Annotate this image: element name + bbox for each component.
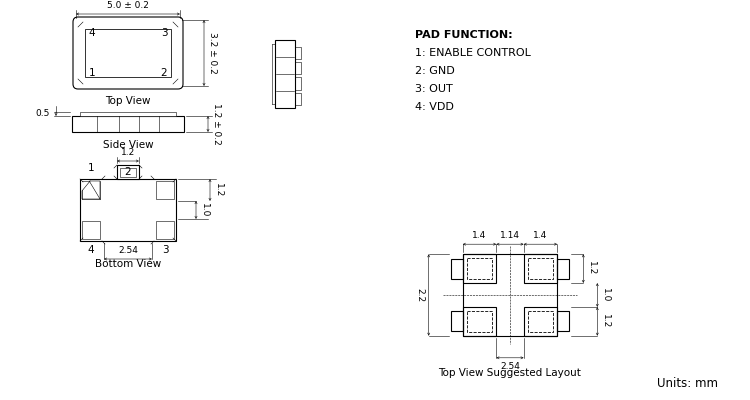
Text: Bottom View: Bottom View	[94, 259, 161, 269]
Bar	[80, 179, 176, 241]
Text: 4: 4	[88, 28, 95, 38]
Bar	[117, 165, 139, 179]
Bar	[463, 254, 557, 336]
Bar	[85, 29, 171, 77]
Text: PAD FUNCTION:: PAD FUNCTION:	[415, 30, 513, 40]
Text: 2.54: 2.54	[118, 246, 138, 255]
Text: 1.4: 1.4	[472, 231, 487, 240]
Text: Top View: Top View	[105, 96, 151, 106]
Text: 2: GND: 2: GND	[415, 66, 454, 76]
Text: 1.0: 1.0	[200, 203, 209, 217]
Text: 4: VDD: 4: VDD	[415, 102, 454, 112]
Bar	[463, 307, 496, 336]
Text: 2.54: 2.54	[500, 362, 520, 371]
Bar	[451, 258, 463, 279]
Text: 1.2 ± 0.2: 1.2 ± 0.2	[212, 103, 221, 145]
Text: 1: ENABLE CONTROL: 1: ENABLE CONTROL	[415, 48, 531, 58]
Bar	[466, 258, 492, 279]
Bar	[524, 307, 557, 336]
Bar	[295, 62, 301, 74]
Text: 3.2 ± 0.2: 3.2 ± 0.2	[208, 32, 217, 74]
Text: 1.14: 1.14	[500, 231, 520, 240]
Bar	[524, 254, 557, 283]
Text: 3: OUT: 3: OUT	[415, 84, 453, 94]
Bar	[295, 93, 301, 105]
Bar	[557, 258, 569, 279]
Text: 1: 1	[88, 163, 94, 173]
Text: 1.2: 1.2	[602, 314, 610, 328]
Bar	[156, 221, 174, 239]
Text: 3: 3	[160, 28, 167, 38]
Text: 1.0: 1.0	[602, 288, 610, 302]
Text: 1.4: 1.4	[533, 231, 548, 240]
Bar	[72, 116, 184, 132]
FancyBboxPatch shape	[73, 17, 183, 89]
Bar	[80, 112, 176, 116]
Bar	[528, 311, 554, 332]
Bar	[451, 311, 463, 332]
Text: 2.2: 2.2	[416, 288, 424, 302]
Text: 0.5: 0.5	[36, 110, 50, 118]
Text: 5.0 ± 0.2: 5.0 ± 0.2	[107, 1, 149, 10]
Bar	[295, 77, 301, 90]
Text: 3: 3	[162, 245, 168, 255]
Text: 1.2: 1.2	[214, 183, 223, 197]
Bar	[120, 168, 136, 177]
Bar	[156, 181, 174, 199]
Text: 1.2: 1.2	[121, 148, 135, 157]
Bar	[295, 47, 301, 59]
Bar	[463, 254, 496, 283]
Bar	[557, 311, 569, 332]
Bar	[275, 40, 295, 108]
Text: Side View: Side View	[103, 140, 153, 150]
Text: 1: 1	[88, 68, 95, 78]
Text: 2: 2	[124, 167, 131, 177]
Text: 1.2: 1.2	[587, 262, 596, 276]
Bar	[528, 258, 554, 279]
Bar	[82, 221, 100, 239]
Text: 2: 2	[160, 68, 167, 78]
Text: Top View Suggested Layout: Top View Suggested Layout	[439, 368, 581, 378]
Text: Units: mm: Units: mm	[657, 377, 718, 390]
Bar	[466, 311, 492, 332]
Text: 4: 4	[88, 245, 94, 255]
